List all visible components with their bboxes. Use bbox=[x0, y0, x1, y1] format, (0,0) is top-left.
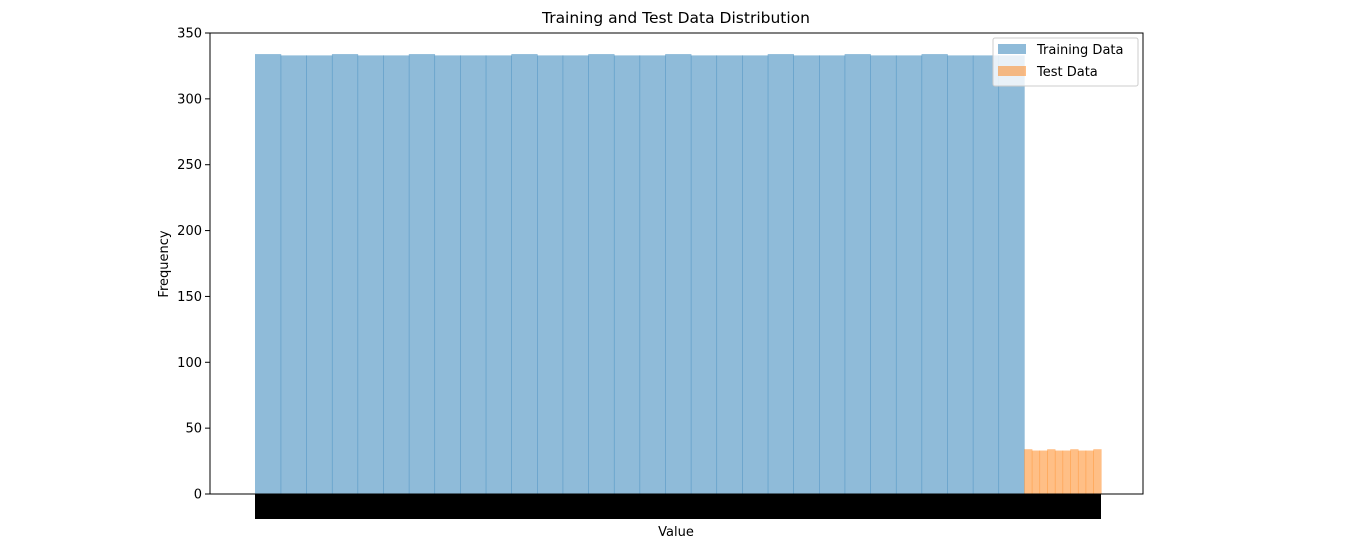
y-tick-label: 250 bbox=[177, 158, 202, 173]
bar-training-5 bbox=[383, 55, 410, 495]
y-tick-label: 200 bbox=[177, 224, 202, 239]
bar-training-10 bbox=[511, 54, 538, 495]
y-tick-label: 50 bbox=[185, 422, 202, 437]
bar-training-3 bbox=[331, 54, 359, 495]
bar-training-8 bbox=[460, 55, 487, 495]
bars-layer bbox=[255, 54, 1102, 495]
bar-test-2 bbox=[1039, 450, 1048, 494]
bar-training-28 bbox=[972, 55, 1000, 495]
y-tick-label: 100 bbox=[177, 356, 202, 371]
bar-training-2 bbox=[306, 55, 333, 495]
bar-training-18 bbox=[716, 55, 743, 495]
bar-training-23 bbox=[844, 54, 871, 495]
y-tick-label: 300 bbox=[177, 92, 202, 107]
bar-training-1 bbox=[280, 55, 307, 495]
y-axis: 0 50 100 150 200 250 300 350 bbox=[177, 27, 210, 503]
bar-test-9 bbox=[1093, 449, 1102, 494]
legend-box bbox=[992, 37, 1139, 87]
bar-test-1 bbox=[1031, 450, 1041, 494]
bar-test-3 bbox=[1047, 449, 1056, 494]
bar-training-25 bbox=[895, 55, 923, 495]
plot-area-frame bbox=[209, 32, 1144, 495]
y-tick-label: 150 bbox=[177, 290, 202, 305]
bar-training-16 bbox=[665, 54, 692, 495]
bar-training-20 bbox=[767, 54, 794, 495]
bar-training-11 bbox=[537, 55, 564, 495]
x-tick-labels-overlapped bbox=[255, 494, 1101, 519]
bar-training-9 bbox=[485, 55, 512, 495]
legend-label-training: Training Data bbox=[1036, 43, 1123, 58]
bar-training-19 bbox=[742, 55, 769, 495]
legend-swatch-test bbox=[998, 66, 1026, 76]
y-axis-label: Frequency bbox=[157, 230, 172, 297]
legend: Training Data Test Data bbox=[992, 37, 1139, 87]
bar-test-8 bbox=[1085, 450, 1094, 494]
bar-training-27 bbox=[947, 55, 974, 495]
bar-training-29 bbox=[998, 55, 1025, 495]
bar-test-0 bbox=[1024, 449, 1033, 494]
legend-label-test: Test Data bbox=[1036, 65, 1098, 80]
bar-training-0 bbox=[255, 54, 282, 495]
bar-training-15 bbox=[639, 55, 666, 495]
bar-training-22 bbox=[819, 55, 846, 495]
bar-training-7 bbox=[434, 55, 461, 495]
y-tick-label: 350 bbox=[177, 27, 202, 42]
bar-test-5 bbox=[1062, 450, 1071, 494]
bar-training-12 bbox=[562, 55, 589, 495]
bar-training-6 bbox=[408, 54, 436, 495]
bar-training-24 bbox=[870, 55, 897, 495]
bar-training-4 bbox=[357, 55, 384, 495]
bar-training-21 bbox=[793, 55, 820, 495]
legend-swatch-training bbox=[998, 44, 1026, 54]
bar-training-26 bbox=[921, 54, 948, 495]
bar-test-7 bbox=[1077, 450, 1087, 494]
bar-test-4 bbox=[1054, 450, 1064, 494]
bar-training-13 bbox=[588, 54, 615, 495]
x-axis-label: Value bbox=[658, 525, 694, 540]
y-tick-label: 0 bbox=[194, 488, 202, 503]
bar-training-17 bbox=[690, 55, 718, 495]
chart-title: Training and Test Data Distribution bbox=[541, 9, 810, 27]
bar-training-14 bbox=[613, 55, 641, 495]
bar-test-6 bbox=[1070, 449, 1079, 494]
